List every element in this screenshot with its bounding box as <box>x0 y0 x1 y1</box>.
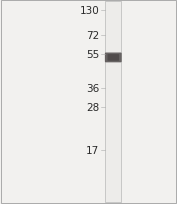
Text: 55: 55 <box>86 50 99 60</box>
Text: 17: 17 <box>86 145 99 155</box>
FancyBboxPatch shape <box>107 55 119 61</box>
Text: 130: 130 <box>79 6 99 16</box>
FancyBboxPatch shape <box>105 53 122 63</box>
Text: 72: 72 <box>86 31 99 41</box>
Bar <box>105 2 121 202</box>
Text: 28: 28 <box>86 102 99 112</box>
Text: 36: 36 <box>86 84 99 94</box>
